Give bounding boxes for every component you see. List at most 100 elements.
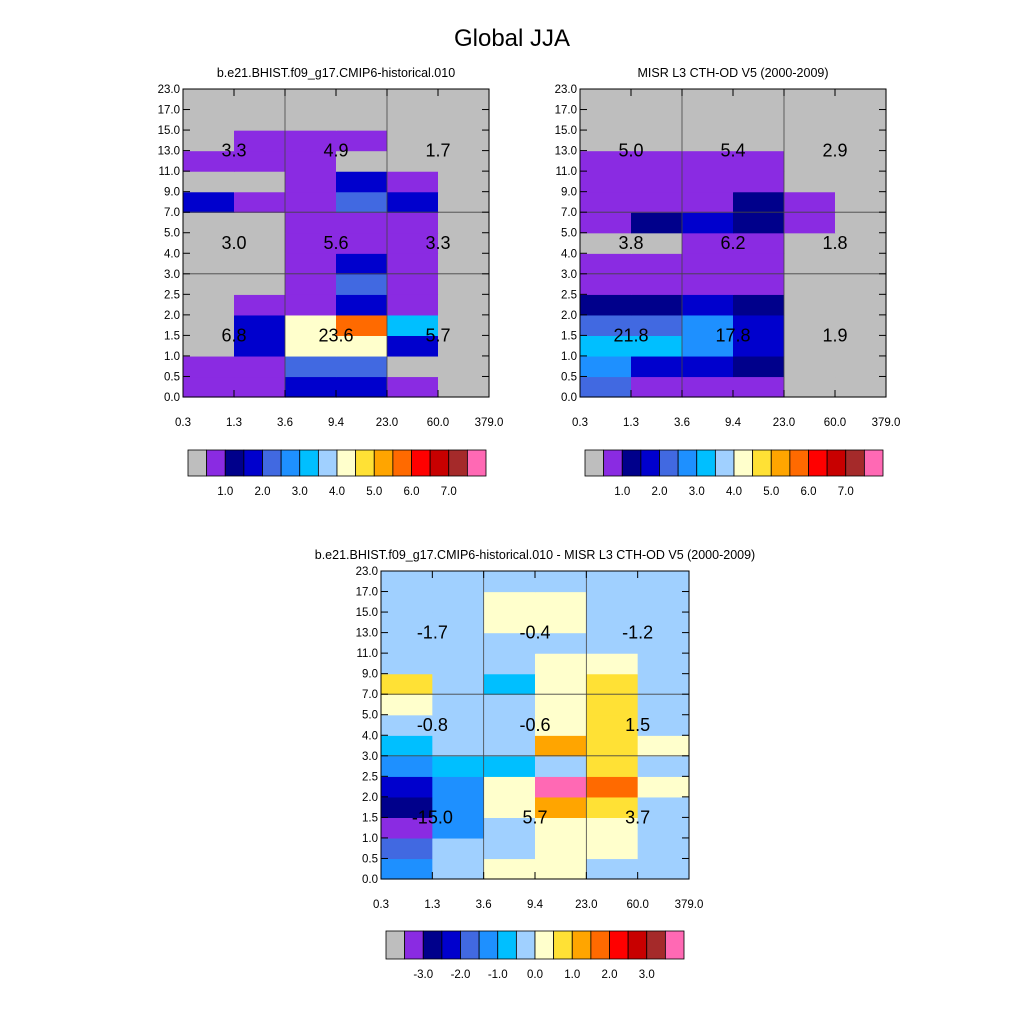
heatmap-cell <box>784 335 836 357</box>
x-tick-label: 3.6 <box>277 417 293 429</box>
block-value-label: 1.7 <box>425 141 450 161</box>
block-value-label: 6.2 <box>720 233 745 253</box>
panel-1: b.e21.BHIST.f09_g17.CMIP6-historical.010… <box>158 66 504 498</box>
heatmap-cell <box>631 355 683 378</box>
heatmap-cell <box>682 89 734 111</box>
x-tick-label: 60.0 <box>824 417 846 429</box>
heatmap-cell <box>535 735 587 757</box>
heatmap-cell <box>535 796 587 818</box>
heatmap-cell <box>586 673 639 695</box>
colorbar-swatch <box>404 930 424 960</box>
heatmap-cell <box>733 130 785 152</box>
heatmap-cell <box>432 735 485 757</box>
y-tick-label: 1.0 <box>164 351 180 363</box>
y-tick-label: 23.0 <box>555 84 577 96</box>
heatmap-cell <box>432 837 485 860</box>
heatmap-cell <box>183 212 235 234</box>
heatmap-cell <box>682 150 734 172</box>
heatmap-cell <box>535 858 587 880</box>
heatmap-cell <box>535 694 587 716</box>
heatmap-cell <box>784 171 836 193</box>
heatmap-cell <box>432 776 485 798</box>
x-tick-label: 3.6 <box>476 899 492 911</box>
colorbar-swatch <box>422 930 443 960</box>
colorbar-swatch <box>355 449 375 477</box>
x-tick-label: 60.0 <box>427 417 449 429</box>
heatmap-cell <box>432 796 485 818</box>
heatmap-cell <box>387 89 439 111</box>
heatmap-cell <box>535 612 587 634</box>
colorbar-swatch <box>466 449 487 477</box>
heatmap-cell <box>183 253 235 275</box>
heatmap-cell <box>835 335 887 357</box>
y-tick-label: 15.0 <box>555 125 577 137</box>
heatmap-cell <box>733 191 785 213</box>
heatmap-cell <box>580 130 632 152</box>
block-value-label: 17.8 <box>715 325 750 345</box>
colorbar-swatch <box>497 930 517 960</box>
block-value-label: 5.6 <box>323 233 348 253</box>
colorbar-swatch <box>299 449 319 477</box>
heatmap-cell <box>438 171 490 193</box>
heatmap-cell <box>835 109 887 131</box>
heatmap-cell <box>631 130 683 152</box>
heatmap-cell <box>580 212 632 234</box>
heatmap-cell <box>586 755 639 777</box>
x-tick-label: 379.0 <box>475 417 504 429</box>
heatmap-cell <box>682 109 734 131</box>
heatmap-cell <box>682 273 734 295</box>
y-tick-label: 7.0 <box>561 207 577 219</box>
y-tick-label: 4.0 <box>362 730 378 742</box>
y-tick-label: 17.0 <box>158 105 180 117</box>
heatmap-cell <box>631 335 683 357</box>
heatmap-cell <box>835 232 887 254</box>
heatmap-cell <box>183 314 235 336</box>
heatmap-cell <box>580 273 632 295</box>
panel-2: MISR L3 CTH-OD V5 (2000-2009)0.00.51.01.… <box>555 66 901 498</box>
heatmap-cell <box>835 150 887 172</box>
colorbar-swatch <box>571 930 592 960</box>
heatmap-cell <box>183 232 235 254</box>
heatmap-cell <box>381 632 433 654</box>
heatmap-cell <box>535 571 587 593</box>
heatmap-cell <box>234 130 286 152</box>
block-value-label: 5.0 <box>618 141 643 161</box>
heatmap-cell <box>234 294 286 316</box>
heatmap-cell <box>637 591 690 613</box>
colorbar-tick-label: 3.0 <box>639 969 655 981</box>
heatmap-cell <box>381 755 433 777</box>
heatmap-cell <box>438 150 490 172</box>
heatmap-cell <box>586 796 639 818</box>
heatmap-cell <box>438 130 490 152</box>
heatmap-cell <box>285 171 337 193</box>
heatmap-cell <box>387 355 439 378</box>
block-value-label: 23.6 <box>318 325 353 345</box>
heatmap-cell <box>535 837 587 860</box>
heatmap-cell <box>387 171 439 193</box>
heatmap-cell <box>438 376 490 398</box>
x-tick-label: 9.4 <box>527 899 544 911</box>
heatmap-cell <box>580 191 632 213</box>
colorbar-tick-label: -2.0 <box>451 969 471 981</box>
y-tick-label: 17.0 <box>555 105 577 117</box>
heatmap-cell <box>535 653 587 675</box>
y-tick-label: 3.0 <box>362 751 378 763</box>
heatmap-cell <box>784 150 836 172</box>
heatmap-cell <box>637 612 690 634</box>
heatmap-cell <box>336 171 388 193</box>
heatmap-cell <box>483 632 536 654</box>
y-tick-label: 3.0 <box>561 269 577 281</box>
heatmap-cell <box>381 612 433 634</box>
colorbar-swatch <box>714 449 735 477</box>
heatmap-cell <box>586 653 639 675</box>
colorbar-tick-label: 3.0 <box>292 486 308 498</box>
x-tick-label: 23.0 <box>575 899 597 911</box>
y-tick-label: 9.0 <box>362 669 378 681</box>
heatmap-cell <box>586 612 639 634</box>
heatmap-cell <box>483 817 536 839</box>
heatmap-cell <box>784 314 836 336</box>
y-tick-label: 3.0 <box>164 269 180 281</box>
heatmap-cell <box>432 571 485 593</box>
heatmap-cell <box>835 253 887 275</box>
heatmap-cell <box>682 191 734 213</box>
